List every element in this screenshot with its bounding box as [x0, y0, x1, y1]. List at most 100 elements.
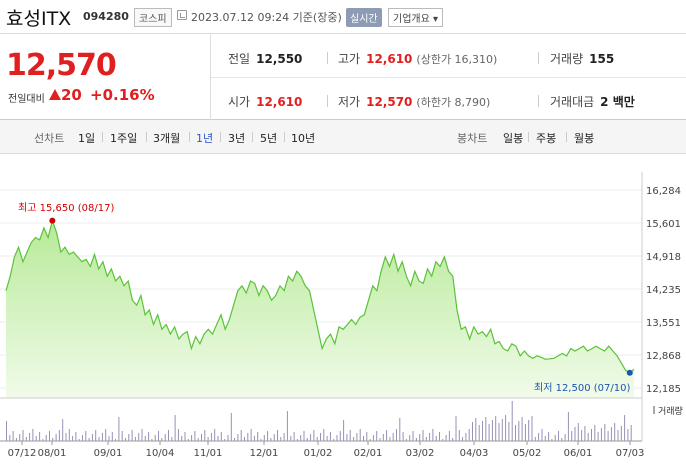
stat-sub: (상한가 16,310): [416, 53, 498, 66]
volume-bar: [214, 429, 216, 441]
volume-bar: [405, 439, 407, 441]
period-1w[interactable]: 1주일: [110, 132, 138, 145]
x-tick-label: 04/03: [460, 448, 489, 459]
company-info-dropdown[interactable]: 기업개요 ▾: [388, 8, 443, 27]
x-tick-label: 01/02: [304, 448, 333, 459]
period-10y[interactable]: 10년: [291, 132, 316, 145]
volume-bar: [439, 432, 440, 441]
volume-bar: [306, 438, 308, 441]
stat-volume: 거래량 155: [550, 50, 614, 67]
volume-bar: [524, 424, 526, 441]
volume-bar: [548, 432, 550, 441]
volume-bar: [138, 433, 140, 441]
volume-bar: [168, 430, 169, 441]
price-area: [6, 220, 634, 398]
volume-bar: [201, 434, 202, 441]
volume-bar: [154, 435, 156, 441]
volume-bar: [45, 435, 47, 441]
volume-bar: [207, 437, 209, 441]
change-percent: +0.16%: [90, 86, 155, 104]
volume-bar: [515, 425, 516, 441]
volume-bar: [72, 436, 74, 441]
price-summary: 12,570 전일대비 20 +0.16%: [0, 34, 686, 120]
volume-bar: [425, 437, 427, 441]
x-tick-label: 09/01: [94, 448, 123, 459]
volume-bar: [458, 430, 460, 441]
volume-bar: [538, 433, 540, 441]
change-label: 전일대비: [8, 94, 45, 105]
stat-label: 시가: [228, 95, 251, 109]
candle-daily[interactable]: 일봉: [503, 132, 524, 145]
volume-label: 거래량: [658, 405, 683, 417]
volume-bar: [356, 433, 358, 441]
market-badge: 코스피: [134, 8, 172, 27]
period-3y[interactable]: 3년: [228, 132, 246, 145]
volume-bar: [101, 433, 103, 441]
volume-bar: [98, 437, 100, 441]
x-tick-label: 08/01: [38, 448, 67, 459]
candle-monthly[interactable]: 월봉: [574, 132, 595, 145]
period-5y[interactable]: 5년: [260, 132, 278, 145]
volume-bar: [455, 416, 457, 441]
volume-bar: [237, 434, 239, 441]
volume-bar: [111, 432, 113, 441]
volume-bar: [220, 432, 222, 441]
volume-bar: [343, 420, 345, 441]
period-3m[interactable]: 3개월: [153, 132, 181, 145]
volume-bar: [353, 437, 355, 441]
volume-bar: [320, 433, 321, 441]
volume-bar: [333, 439, 335, 441]
volume-bar: [171, 437, 173, 441]
volume-bar: [359, 429, 361, 441]
volume-bar: [270, 438, 272, 441]
stat-high: 고가 12,610 (상한가 16,310): [338, 50, 497, 67]
volume-bar: [85, 431, 87, 441]
stat-value: 12,570: [366, 95, 413, 109]
candle-weekly[interactable]: 주봉: [536, 132, 557, 145]
volume-bar: [300, 435, 302, 441]
divider: [528, 132, 529, 142]
volume-bar: [184, 432, 186, 441]
volume-bar: [597, 432, 599, 441]
volume-bar: [194, 431, 196, 441]
stat-value: 12,610: [256, 95, 303, 109]
volume-bar: [15, 438, 17, 441]
volume-bar: [158, 431, 159, 441]
min-point: [626, 369, 633, 376]
divider: [189, 132, 190, 142]
period-1y[interactable]: 1년: [196, 132, 214, 145]
stock-header: 효성ITX 094280 코스피 2023.07.12 09:24 기준(장중)…: [0, 0, 686, 34]
volume-bar: [389, 437, 391, 441]
volume-bar: [422, 430, 424, 441]
volume-bar: [105, 429, 107, 441]
stat-open: 시가 12,610: [228, 93, 302, 110]
volume-bar: [551, 439, 553, 441]
divider: [327, 95, 328, 107]
realtime-button[interactable]: 실시간: [346, 8, 382, 27]
volume-bar: [600, 428, 602, 441]
price-chart[interactable]: 16,284 15,601 14,918 14,235 13,551 12,868 12,1…: [0, 154, 686, 467]
volume-bar: [19, 434, 21, 441]
volume-bar: [210, 433, 212, 441]
volume-bar: [495, 416, 497, 441]
stat-label: 거래량: [550, 52, 584, 66]
volume-bar: [134, 437, 136, 441]
volume-bar: [581, 430, 583, 441]
volume-bar: [191, 435, 193, 441]
volume-bar: [382, 434, 384, 441]
stat-value: 12,550: [256, 52, 303, 66]
volume-bar: [475, 418, 477, 441]
volume-bar: [488, 424, 490, 441]
x-tick-label: 05/02: [513, 448, 542, 459]
volume-bar: [528, 420, 530, 441]
stat-prev-close: 전일 12,550: [228, 50, 302, 67]
period-1d[interactable]: 1일: [78, 132, 96, 145]
volume-bar: [485, 417, 487, 441]
divider: [566, 132, 567, 142]
volume-bar: [392, 433, 394, 441]
divider: [538, 95, 539, 107]
volume-bar: [614, 423, 616, 441]
date-time: 2023.07.12 09:24 기준(장중): [191, 11, 342, 24]
volume-bar: [396, 429, 397, 441]
volume-bar: [88, 438, 90, 441]
